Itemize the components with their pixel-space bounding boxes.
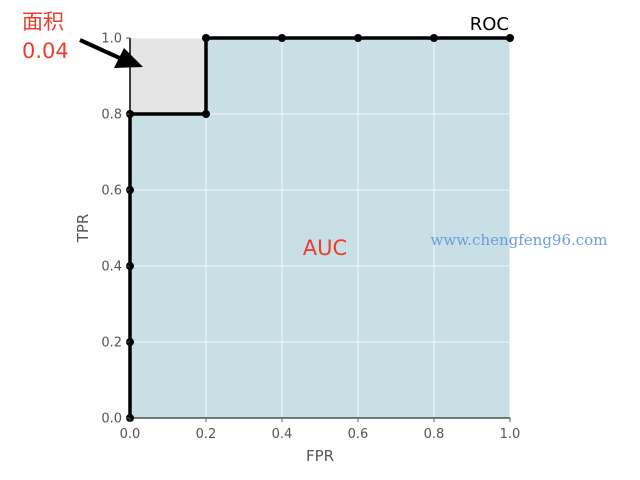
- auc-area: [130, 38, 510, 418]
- watermark: www.chengfeng96.com: [431, 231, 608, 249]
- roc-point: [354, 34, 362, 42]
- roc-point: [202, 110, 210, 118]
- y-tick-label: 0.4: [101, 260, 122, 275]
- x-tick-label: 0.4: [272, 427, 293, 442]
- area-above-curve: [130, 38, 510, 418]
- chart-title: ROC: [470, 14, 509, 35]
- y-axis-label: TPR: [74, 214, 92, 244]
- roc-point: [202, 34, 210, 42]
- x-tick-label: 0.6: [348, 427, 369, 442]
- arrow-shaft: [79, 38, 125, 62]
- y-tick-label: 0.2: [101, 336, 122, 351]
- y-tick-labels: 0.0 0.2 0.4 0.6 0.8 1.0: [101, 32, 130, 427]
- plot-background-group: [130, 38, 510, 418]
- auc-label: AUC: [303, 236, 347, 260]
- x-axis-label: FPR: [306, 447, 334, 465]
- roc-point: [278, 34, 286, 42]
- x-tick-label: 1.0: [500, 427, 521, 442]
- annotation-arrow: [79, 38, 143, 68]
- x-tick-label: 0.8: [424, 427, 445, 442]
- x-tick-label: 0.0: [120, 427, 141, 442]
- x-tick-labels: 0.0 0.2 0.4 0.6 0.8 1.0: [120, 418, 521, 442]
- y-tick-label: 1.0: [101, 32, 122, 47]
- y-tick-label: 0.8: [101, 108, 122, 123]
- annotation-line1: 面积: [22, 10, 64, 34]
- roc-point: [506, 34, 514, 42]
- arrow-head: [114, 48, 143, 68]
- y-tick-label: 0.6: [101, 184, 122, 199]
- area-annotation: 面积 0.04: [22, 10, 143, 68]
- y-tick-label: 0.0: [101, 412, 122, 427]
- x-tick-label: 0.2: [196, 427, 217, 442]
- roc-point: [430, 34, 438, 42]
- annotation-line2: 0.04: [22, 39, 69, 63]
